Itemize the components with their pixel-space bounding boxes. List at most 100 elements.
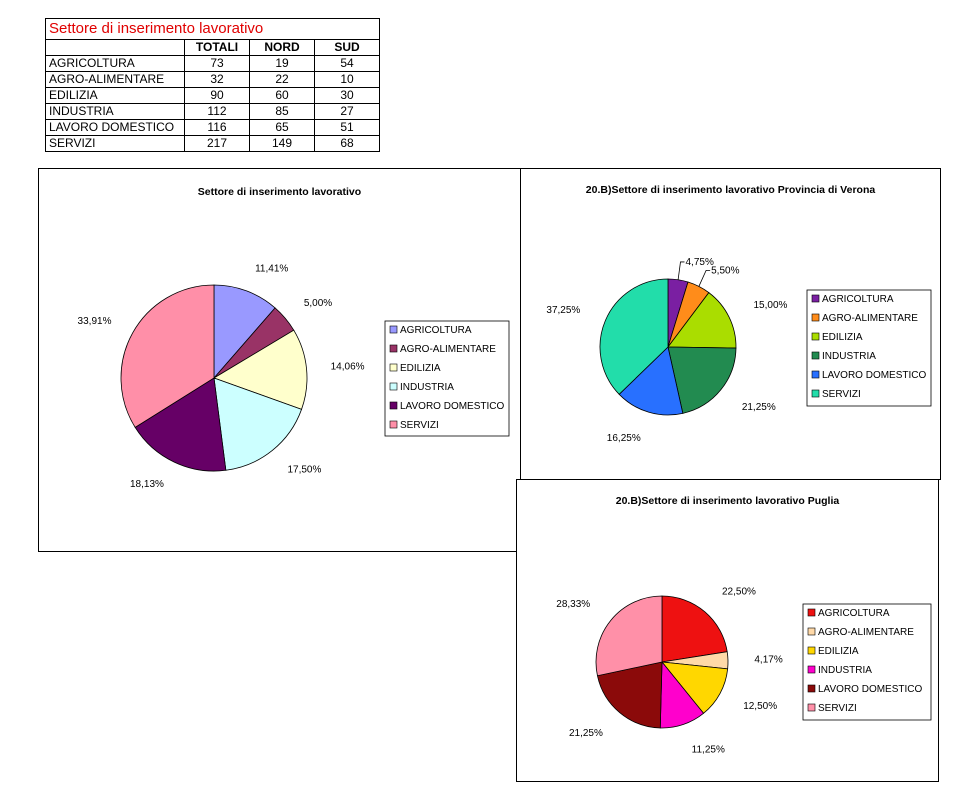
- table-header-cell: [45, 39, 185, 56]
- leader-line: [677, 261, 685, 280]
- pie-slice-servizi: [595, 595, 663, 677]
- chart-title: Settore di inserimento lavorativo: [198, 186, 361, 198]
- legend-label: INDUSTRIA: [822, 351, 876, 362]
- legend-swatch: [811, 389, 820, 398]
- data-label: 4,17%: [754, 655, 782, 666]
- leader-line: [698, 269, 711, 287]
- pie-slice-lavoro-domestico: [596, 661, 663, 729]
- table-value-cell: 51: [314, 119, 380, 136]
- data-label: 11,41%: [255, 263, 288, 274]
- legend-label: AGRICOLTURA: [818, 608, 890, 619]
- data-label: 22,50%: [722, 587, 756, 598]
- pie-chart-puglia: 20.B)Settore di inserimento lavorativo P…: [556, 495, 932, 756]
- legend-swatch: [389, 325, 398, 334]
- table-title-row: Settore di inserimento lavorativo: [45, 18, 380, 40]
- data-label: 12,50%: [743, 701, 777, 712]
- legend-label: SERVIZI: [400, 420, 439, 431]
- legend-label: LAVORO DOMESTICO: [822, 370, 926, 381]
- table-value-cell: 85: [249, 103, 315, 120]
- legend-box: [384, 320, 510, 437]
- chart-box-totals: Settore di inserimento lavorativo 11,41% 5…: [38, 168, 521, 552]
- legend-swatch: [389, 344, 398, 353]
- table-row: AGRO-ALIMENTARE 32 22 10: [45, 71, 380, 88]
- table-category-cell: LAVORO DOMESTICO: [45, 119, 185, 136]
- data-label: 16,25%: [607, 433, 641, 444]
- data-label: 15,00%: [753, 300, 787, 311]
- table-row: SERVIZI 217 149 68: [45, 135, 380, 152]
- pie-slice-lavoro-domestico: [134, 377, 227, 472]
- table-value-cell: 112: [184, 103, 250, 120]
- pie-slice-lavoro-domestico: [618, 346, 684, 416]
- legend-swatch: [807, 608, 816, 617]
- legend-label: INDUSTRIA: [818, 665, 872, 676]
- chart-box-verona: 20.B)Settore di inserimento lavorativo P…: [520, 168, 941, 480]
- table-row: EDILIZIA 90 60 30: [45, 87, 380, 104]
- legend-swatch: [811, 332, 820, 341]
- data-label: 21,25%: [569, 728, 603, 739]
- pie-slice-servizi: [120, 284, 215, 428]
- legend-label: LAVORO DOMESTICO: [400, 401, 504, 412]
- data-label: 5,50%: [711, 265, 739, 276]
- table-category-cell: SERVIZI: [45, 135, 185, 152]
- pie-chart-verona: 20.B)Settore di inserimento lavorativo P…: [546, 184, 932, 444]
- table-value-cell: 116: [184, 119, 250, 136]
- data-label: 37,25%: [546, 305, 580, 316]
- table-value-cell: 27: [314, 103, 380, 120]
- table-row: LAVORO DOMESTICO 116 65 51: [45, 119, 380, 136]
- data-label: 14,06%: [331, 362, 365, 373]
- table-category-cell: AGRO-ALIMENTARE: [45, 71, 185, 88]
- legend-swatch: [389, 382, 398, 391]
- chart-title: 20.B)Settore di inserimento lavorativo P…: [616, 495, 840, 507]
- pie-chart-totals: Settore di inserimento lavorativo 11,41% 5…: [78, 186, 510, 490]
- table-header-cell: NORD: [249, 39, 315, 56]
- table-value-cell: 149: [249, 135, 315, 152]
- legend-box: [802, 603, 932, 721]
- table-category-cell: EDILIZIA: [45, 87, 185, 104]
- table-row: AGRICOLTURA 73 19 54: [45, 55, 380, 72]
- table-value-cell: 54: [314, 55, 380, 72]
- table-value-cell: 217: [184, 135, 250, 152]
- table-value-cell: 90: [184, 87, 250, 104]
- legend-swatch: [807, 627, 816, 636]
- table-title: Settore di inserimento lavorativo: [45, 18, 380, 40]
- pie-slice-industria: [667, 346, 737, 414]
- legend-label: EDILIZIA: [400, 363, 441, 374]
- data-label: 21,25%: [742, 402, 776, 413]
- legend-label: SERVIZI: [822, 389, 861, 400]
- legend-swatch: [389, 401, 398, 410]
- pie-slice-agricoltura: [213, 284, 276, 380]
- table-value-cell: 68: [314, 135, 380, 152]
- data-table: Settore di inserimento lavorativo TOTALI N…: [45, 18, 380, 152]
- table-value-cell: 73: [184, 55, 250, 72]
- pie-slice-agricoltura: [661, 595, 728, 663]
- legend-label: AGRO-ALIMENTARE: [400, 344, 496, 355]
- legend-swatch: [811, 351, 820, 360]
- data-label: 4,75%: [685, 257, 713, 268]
- table-value-cell: 22: [249, 71, 315, 88]
- data-label: 17,50%: [287, 464, 321, 475]
- legend-label: LAVORO DOMESTICO: [818, 684, 922, 695]
- legend-label: INDUSTRIA: [400, 382, 454, 393]
- table-header-cell: TOTALI: [184, 39, 250, 56]
- table-value-cell: 60: [249, 87, 315, 104]
- table-header-row: TOTALI NORD SUD: [45, 39, 380, 56]
- table-value-cell: 30: [314, 87, 380, 104]
- table-header-cell: SUD: [314, 39, 380, 56]
- chart-box-puglia: 20.B)Settore di inserimento lavorativo P…: [516, 479, 939, 782]
- table-value-cell: 32: [184, 71, 250, 88]
- data-label: 33,91%: [78, 316, 112, 327]
- table-category-cell: INDUSTRIA: [45, 103, 185, 120]
- legend-swatch: [807, 703, 816, 712]
- table-value-cell: 19: [249, 55, 315, 72]
- legend-swatch: [811, 370, 820, 379]
- data-label: 18,13%: [130, 479, 164, 490]
- table-value-cell: 10: [314, 71, 380, 88]
- legend-label: SERVIZI: [818, 703, 857, 714]
- pie-slice-edilizia: [213, 329, 308, 410]
- legend-box: [806, 289, 932, 407]
- legend-label: AGRO-ALIMENTARE: [822, 313, 918, 324]
- legend-swatch: [807, 684, 816, 693]
- pie-slice-servizi: [599, 278, 669, 395]
- legend-label: AGRICOLTURA: [822, 294, 894, 305]
- data-label: 5,00%: [304, 298, 332, 309]
